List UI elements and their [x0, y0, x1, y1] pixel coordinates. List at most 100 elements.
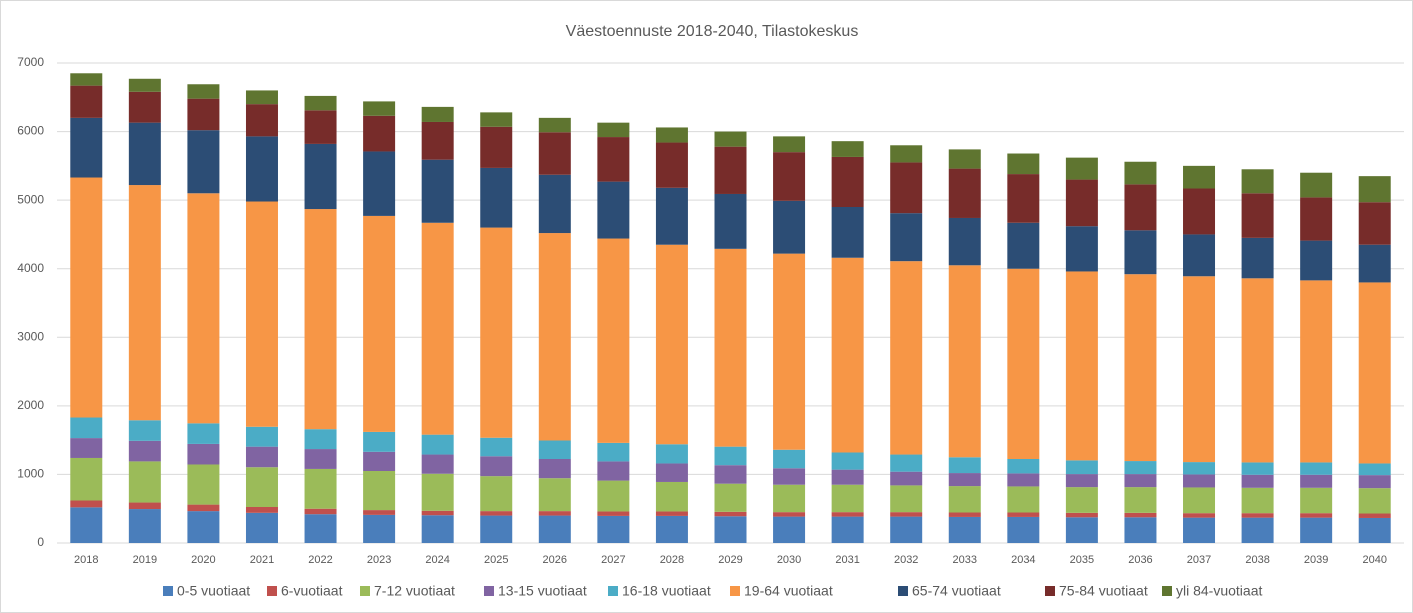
bar-segment	[1124, 474, 1157, 488]
bar-segment	[831, 141, 864, 157]
bar-segment	[1007, 174, 1040, 223]
bar-segment	[948, 473, 981, 487]
bar-segment	[1124, 517, 1157, 543]
bar-segment	[1183, 474, 1216, 488]
bar-segment	[948, 217, 981, 266]
bar-segment	[363, 431, 396, 452]
bar-segment	[1300, 462, 1333, 475]
bar-segment	[714, 516, 747, 543]
bar-segment	[597, 442, 630, 462]
bar-segment	[1241, 513, 1274, 518]
bar-segment	[187, 443, 220, 465]
bar-segment	[187, 130, 220, 194]
bar-segment	[128, 420, 161, 441]
x-tick-label: 2032	[894, 554, 918, 566]
bar-segment	[1183, 513, 1216, 518]
bar-segment	[1358, 513, 1391, 518]
bar-segment	[421, 222, 454, 435]
bar-segment	[70, 507, 103, 543]
x-tick-label: 2028	[660, 554, 684, 566]
bar-segment	[714, 483, 747, 512]
bar-segment	[304, 429, 337, 450]
bar-segment	[1358, 176, 1391, 203]
bar-segment	[831, 516, 864, 543]
bar-segment	[948, 168, 981, 218]
bar-segment	[1065, 474, 1098, 488]
x-tick-label: 2020	[191, 554, 215, 566]
legend-swatch	[1045, 586, 1055, 596]
bar-segment	[245, 201, 278, 427]
bar-segment	[70, 438, 103, 458]
bar-segment	[597, 461, 630, 481]
y-tick-label: 6000	[17, 124, 44, 138]
bar-segment	[714, 446, 747, 466]
x-tick-label: 2031	[835, 554, 859, 566]
bar-segment	[1241, 237, 1274, 279]
bar-segment	[538, 440, 571, 459]
bar-segment	[1007, 222, 1040, 269]
bar-segment	[363, 514, 396, 543]
bar-segment	[773, 253, 806, 450]
bar-segment	[128, 78, 161, 92]
x-tick-label: 2021	[250, 554, 274, 566]
legend-label: 6-vuotiaat	[281, 583, 343, 599]
bar-segment	[363, 101, 396, 116]
bar-segment	[773, 200, 806, 254]
bar-segment	[70, 500, 103, 508]
legend-label: 0-5 vuotiaat	[177, 583, 250, 599]
bar-segment	[128, 185, 161, 421]
bar-segment	[1124, 487, 1157, 513]
bar-segment	[1124, 230, 1157, 275]
bar-segment	[304, 468, 337, 509]
legend-swatch	[360, 586, 370, 596]
bar-segment	[304, 110, 337, 144]
bar-segment	[421, 121, 454, 160]
bar-segment	[714, 248, 747, 447]
bar-segment	[597, 480, 630, 512]
bar-segment	[187, 193, 220, 424]
bar-segment	[773, 484, 806, 513]
bar-segment	[421, 473, 454, 511]
bar-segment	[245, 512, 278, 543]
y-tick-label: 7000	[17, 55, 44, 69]
bar-segment	[1300, 513, 1333, 518]
bar-segment	[1241, 487, 1274, 514]
bar-segment	[187, 423, 220, 444]
bar-segment	[538, 478, 571, 512]
bar-segment	[1007, 459, 1040, 474]
bar-segment	[890, 512, 923, 517]
bar-segment	[187, 84, 220, 99]
bar-segment	[1124, 274, 1157, 462]
legend-label: 75-84 vuotiaat	[1059, 583, 1148, 599]
bar-segment	[773, 449, 806, 469]
x-tick-label: 2039	[1304, 554, 1328, 566]
bar-segment	[1183, 165, 1216, 189]
bar-segment	[1300, 474, 1333, 488]
bar-segment	[831, 156, 864, 207]
bar-segment	[304, 449, 337, 469]
bar-segment	[597, 238, 630, 443]
bar-segment	[597, 122, 630, 138]
bar-segment	[1300, 172, 1333, 198]
bar-segment	[1065, 179, 1098, 227]
legend-label: 13-15 vuotiaat	[498, 583, 587, 599]
bar-segment	[831, 452, 864, 470]
x-tick-label: 2026	[543, 554, 567, 566]
bar-segment	[890, 145, 923, 163]
bar-segment	[421, 434, 454, 455]
bar-segment	[128, 502, 161, 510]
bar-segment	[480, 456, 513, 477]
bar-segment	[1065, 517, 1098, 543]
bar-segment	[655, 481, 688, 512]
legend-label: 65-74 vuotiaat	[912, 583, 1001, 599]
bar-segment	[480, 227, 513, 438]
bar-segment	[304, 95, 337, 111]
bar-segment	[1065, 460, 1098, 475]
bar-segment	[363, 215, 396, 432]
bar-segment	[1007, 473, 1040, 487]
bar-segment	[304, 514, 337, 543]
bar-segment	[245, 507, 278, 513]
bar-segment	[773, 512, 806, 517]
bar-segment	[421, 510, 454, 516]
bar-segment	[538, 132, 571, 175]
